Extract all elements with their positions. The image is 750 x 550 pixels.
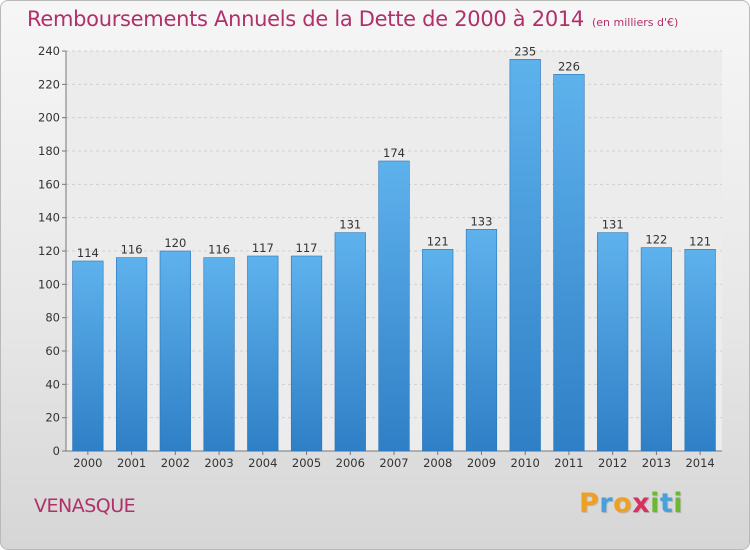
y-tick-label: 120 xyxy=(38,244,60,258)
logo-letter: i xyxy=(673,488,684,519)
y-tick-label: 180 xyxy=(38,144,60,158)
commune-name: VENASQUE xyxy=(34,495,136,517)
bar-2003 xyxy=(203,257,235,452)
data-labels: 114 116 120 116 117 117 131 174 121 133 235 226 131 1… xyxy=(77,44,711,260)
data-label-2008: 121 xyxy=(427,234,449,248)
logo-letter: x xyxy=(632,488,651,519)
bar-2013 xyxy=(640,247,673,452)
x-tick-label-2014: 2014 xyxy=(685,456,714,470)
bar-2001 xyxy=(115,257,148,452)
data-label-2004: 117 xyxy=(252,241,274,255)
x-tick-label-2002: 2002 xyxy=(161,456,190,470)
y-tick-label: 0 xyxy=(53,444,60,458)
data-label-2010: 235 xyxy=(514,44,536,58)
data-label-2011: 226 xyxy=(558,59,580,73)
bar-2006 xyxy=(334,232,366,452)
x-tick-label-2007: 2007 xyxy=(379,456,408,470)
logo-letter: P xyxy=(579,488,600,519)
data-label-2002: 120 xyxy=(164,236,186,250)
data-label-2012: 131 xyxy=(602,218,624,232)
y-tick-label: 40 xyxy=(45,377,60,391)
logo-letter: i xyxy=(650,488,660,519)
x-tick-label-2001: 2001 xyxy=(117,456,146,470)
bar-2007 xyxy=(378,160,410,452)
y-tick-label: 60 xyxy=(45,344,60,358)
logo-letter: o xyxy=(613,488,633,519)
bar-2004 xyxy=(247,255,279,452)
x-tick-label-2005: 2005 xyxy=(292,456,321,470)
data-label-2009: 133 xyxy=(470,214,492,228)
data-label-2003: 116 xyxy=(208,243,230,257)
bar-2010 xyxy=(509,59,541,452)
data-label-2001: 116 xyxy=(121,243,143,257)
bar-2000 xyxy=(72,260,104,452)
y-tick-label: 160 xyxy=(38,177,60,191)
y-tick-label: 240 xyxy=(38,44,60,58)
chart-subtitle: (en milliers d'€) xyxy=(592,16,679,29)
x-tick-label-2004: 2004 xyxy=(248,456,277,470)
bar-2008 xyxy=(422,249,454,452)
axes: 0 20 40 60 80 100 120 140 160 180 200 220 240 2000 200… xyxy=(38,44,722,470)
x-tick-label-2012: 2012 xyxy=(598,456,627,470)
y-tick-label: 20 xyxy=(45,411,60,425)
proxiti-logo: Proxiti xyxy=(579,488,683,519)
x-tick-label-2010: 2010 xyxy=(511,456,540,470)
bar-2011 xyxy=(553,74,585,452)
data-label-2014: 121 xyxy=(689,234,711,248)
bar-2014 xyxy=(684,249,716,452)
x-tick-label-2011: 2011 xyxy=(554,456,583,470)
data-label-2005: 117 xyxy=(296,241,318,255)
x-tick-label-2003: 2003 xyxy=(204,456,233,470)
y-tick-label: 80 xyxy=(45,311,60,325)
x-tick-label-2013: 2013 xyxy=(642,456,671,470)
logo-letter: t xyxy=(659,488,674,519)
x-tick-label-2006: 2006 xyxy=(336,456,365,470)
bar-2009 xyxy=(465,229,498,452)
x-tick-label-2008: 2008 xyxy=(423,456,452,470)
bars xyxy=(72,59,716,452)
logo-letter: r xyxy=(599,488,614,519)
data-label-2006: 131 xyxy=(339,218,361,232)
x-tick-label-2009: 2009 xyxy=(467,456,496,470)
chart-title: Remboursements Annuels de la Dette de 20… xyxy=(27,7,678,31)
data-label-2013: 122 xyxy=(645,233,667,247)
y-tick-label: 220 xyxy=(38,77,60,91)
y-tick-label: 100 xyxy=(38,277,60,291)
bar-2012 xyxy=(597,232,629,452)
chart-title-text: Remboursements Annuels de la Dette de 20… xyxy=(27,7,584,31)
bar-2002 xyxy=(159,250,191,452)
x-tick-label-2000: 2000 xyxy=(73,456,102,470)
bar-2005 xyxy=(290,255,323,452)
data-label-2000: 114 xyxy=(77,246,99,260)
y-tick-label: 140 xyxy=(38,211,60,225)
data-label-2007: 174 xyxy=(383,146,405,160)
y-tick-label: 200 xyxy=(38,111,60,125)
